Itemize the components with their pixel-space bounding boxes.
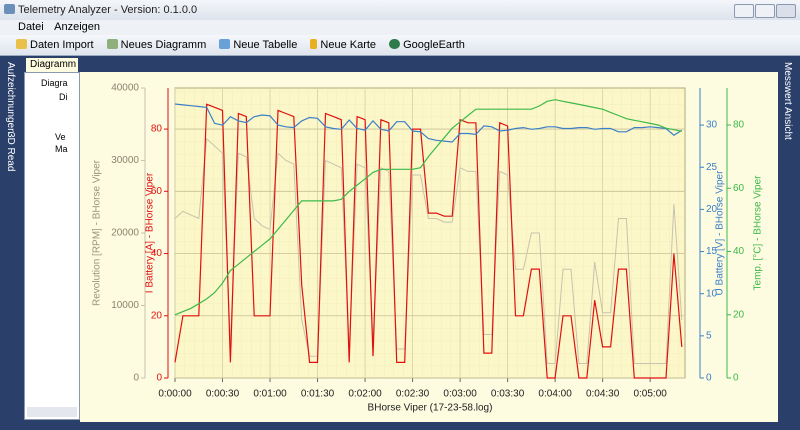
y-tick-label: 20 — [733, 309, 745, 320]
x-tick-label: 0:02:30 — [396, 389, 430, 400]
y-axis-label: Revolution [RPM] - BHorse Viper — [92, 159, 103, 306]
y-tick-label: 40 — [151, 248, 163, 259]
side-tab[interactable]: Aufzeichnungen — [5, 62, 16, 134]
y-tick-label: 20000 — [111, 228, 139, 239]
y-tick-label: 0 — [733, 373, 739, 384]
x-tick-label: 0:04:30 — [586, 389, 620, 400]
minimize-button[interactable] — [734, 4, 754, 18]
series-line — [174, 103, 683, 379]
title-bar: Telemetry Analyzer - Version: 0.1.0.0 — [0, 0, 800, 20]
tree-item[interactable]: Ve — [55, 132, 66, 142]
x-tick-label: 0:04:00 — [538, 389, 572, 400]
tree-panel: Diagra Di Ve Ma — [24, 72, 80, 420]
y-tick-label: 10000 — [111, 300, 139, 311]
x-axis-label: BHorse Viper (17-23-58.log) — [368, 403, 493, 414]
y-tick-label: 40000 — [111, 83, 139, 94]
x-tick-label: 0:05:00 — [633, 389, 667, 400]
button-label: Neues Diagramm — [120, 39, 207, 51]
tree-item[interactable]: Di — [59, 92, 68, 102]
button-label: Neue Karte — [320, 39, 377, 51]
tree-item[interactable]: Diagra — [41, 78, 68, 88]
y-axis-label: Temp. [°C] - BHorse Viper — [753, 175, 764, 291]
y-tick-label: 0 — [133, 373, 139, 384]
menu-bar: Datei Anzeigen — [0, 20, 800, 35]
button-label: Daten Import — [30, 39, 94, 51]
side-tab[interactable]: Messwert Ansicht — [782, 62, 793, 140]
x-tick-label: 0:03:30 — [491, 389, 525, 400]
series-line — [174, 99, 682, 316]
document-tab[interactable]: Diagramm✕ — [26, 58, 78, 84]
tree-item[interactable]: Ma — [55, 144, 68, 154]
button-label: Neue Tabelle — [233, 39, 298, 51]
y-tick-label: 80 — [151, 124, 163, 135]
toolbar-button[interactable]: Neue Karte — [310, 35, 376, 55]
close-button[interactable] — [776, 4, 796, 18]
y-tick-label: 60 — [733, 183, 745, 194]
x-tick-label: 0:00:30 — [206, 389, 240, 400]
y-tick-label: 20 — [706, 204, 718, 215]
toolbar-button[interactable]: Neue Tabelle — [219, 35, 297, 55]
y-tick-label: 5 — [706, 330, 712, 341]
y-tick-label: 0 — [706, 373, 712, 384]
maximize-button[interactable] — [755, 4, 775, 18]
tab-label: Diagramm — [30, 59, 77, 70]
y-tick-label: 80 — [733, 120, 745, 131]
y-tick-label: 40 — [733, 246, 745, 257]
chart: 0:00:00 0:00:30 0:01:00 0:01:30 0:02:00 0:02:… — [92, 83, 764, 414]
x-tick-label: 0:00:00 — [158, 389, 192, 400]
chart-area: 0:00:00 0:00:30 0:01:00 0:01:30 0:02:00 0:02:… — [80, 72, 778, 422]
window-title: Telemetry Analyzer - Version: 0.1.0.0 — [18, 4, 198, 16]
series-line — [174, 137, 683, 364]
menu-item[interactable]: Anzeigen — [54, 21, 101, 33]
y-tick-label: 30 — [706, 120, 718, 131]
y-tick-label: 20 — [151, 310, 163, 321]
y-tick-label: 30000 — [111, 155, 139, 166]
app-icon — [4, 4, 15, 14]
x-tick-label: 0:01:30 — [301, 389, 335, 400]
side-tab[interactable]: 3D Read — [5, 132, 16, 172]
y-tick-label: 60 — [151, 186, 163, 197]
menu-item[interactable]: Datei — [18, 21, 44, 33]
x-tick-label: 0:01:00 — [253, 389, 287, 400]
series-line — [174, 103, 683, 143]
y-tick-label: 0 — [156, 373, 162, 384]
x-tick-label: 0:02:00 — [348, 389, 382, 400]
scrollbar[interactable] — [27, 407, 77, 417]
toolbar: Daten Import Neues Diagramm Neue Tabelle… — [0, 35, 800, 56]
y-tick-label: 10 — [706, 288, 718, 299]
toolbar-button[interactable]: Daten Import — [16, 35, 94, 55]
toolbar-button[interactable]: Neues Diagramm — [106, 35, 207, 55]
y-tick-label: 25 — [706, 162, 718, 173]
button-label: GoogleEarth — [403, 39, 465, 51]
y-tick-label: 15 — [706, 246, 718, 257]
x-tick-label: 0:03:00 — [443, 389, 477, 400]
toolbar-button[interactable]: GoogleEarth — [389, 35, 465, 55]
y-axis-label: U Battery [V] - BHorse Viper — [715, 170, 726, 296]
y-axis-label: I Battery [A] - BHorse Viper — [145, 172, 156, 293]
